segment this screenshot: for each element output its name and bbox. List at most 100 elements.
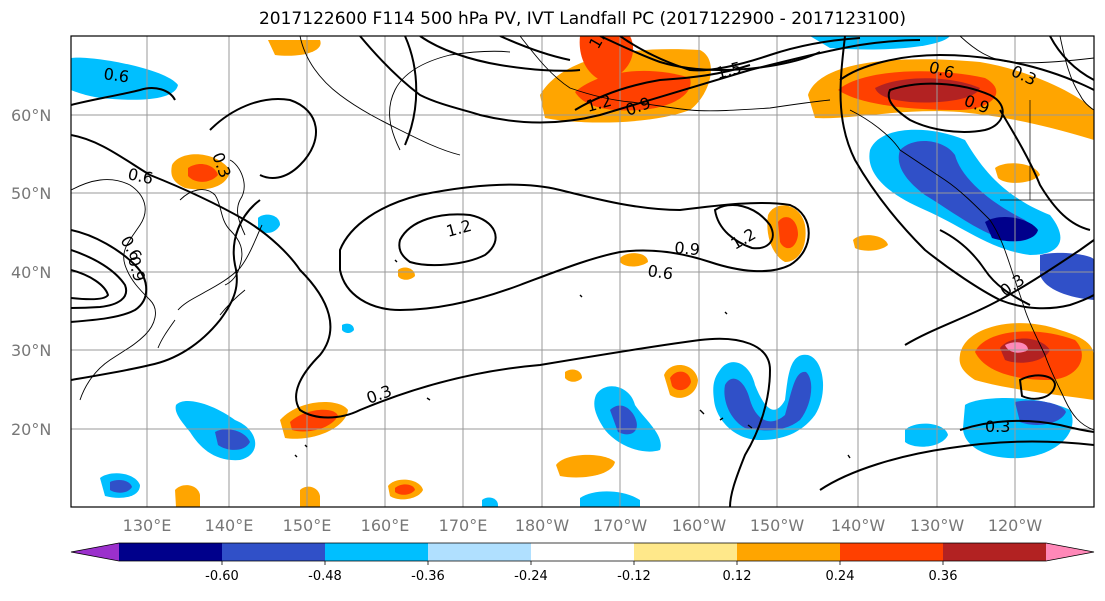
lat-label: 50°N	[11, 184, 51, 203]
shade-positive	[395, 484, 415, 495]
contour-line	[499, 36, 821, 72]
lat-label: 20°N	[11, 420, 51, 439]
colorbar-tick-label: -0.60	[205, 569, 239, 584]
shade-negative	[1040, 252, 1094, 300]
shade-positive	[565, 369, 582, 382]
colorbar-segment	[325, 543, 429, 561]
contour-line	[71, 199, 261, 381]
shade-negative	[71, 57, 178, 100]
contour-line	[398, 213, 497, 267]
lat-label: 60°N	[11, 106, 51, 125]
shade-negative	[1015, 400, 1066, 425]
contour-line	[339, 183, 810, 312]
contour-label: 0.9	[674, 238, 701, 259]
shade-negative	[898, 140, 1033, 242]
coastline-kamchatka	[519, 36, 831, 112]
lon-label: 160°E	[361, 516, 410, 535]
contour-line	[839, 36, 1094, 310]
shade-positive	[778, 217, 798, 249]
lat-label: 40°N	[11, 263, 51, 282]
colorbar-tick-label: -0.36	[411, 569, 445, 584]
shade-positive	[175, 485, 200, 507]
contour-line	[959, 419, 1094, 433]
islands	[294, 259, 851, 459]
shade-negative	[610, 405, 637, 435]
shade-positive	[398, 267, 415, 280]
colorbar-segment	[634, 543, 738, 561]
contours	[71, 36, 1094, 507]
contour-line	[71, 87, 176, 106]
shade-negative	[724, 371, 812, 431]
lon-label: 130°W	[910, 516, 965, 535]
lon-label: 170°E	[439, 516, 488, 535]
colorbar-segment	[943, 543, 1047, 561]
contour-line	[619, 36, 861, 72]
shade-negative	[482, 497, 498, 507]
coastline-asia	[71, 36, 511, 401]
longitude-labels: 130°E 140°E 150°E 160°E 170°E 180°W 170°…	[123, 516, 1043, 535]
colorbar-tick-label: -0.24	[514, 569, 548, 584]
contour-line	[887, 82, 1004, 133]
contour-line	[71, 269, 110, 301]
shade-positive	[995, 163, 1040, 183]
lon-label: 150°E	[283, 516, 332, 535]
lon-label: 150°W	[750, 516, 805, 535]
contour-line	[359, 36, 921, 124]
contour-line	[904, 239, 1094, 346]
colorbar-tick-label: 0.12	[723, 569, 752, 584]
graticule	[71, 36, 1094, 507]
shade-positive	[620, 253, 648, 267]
contour-line	[71, 249, 128, 309]
shade-negative	[342, 323, 354, 334]
colorbar-extension-min	[71, 543, 119, 561]
contour-line	[574, 64, 751, 111]
contour-line	[819, 440, 1094, 491]
lon-label: 170°W	[593, 516, 648, 535]
colorbar-segment	[737, 543, 841, 561]
shade-positive	[300, 486, 320, 507]
colorbar-segment	[840, 543, 944, 561]
contour-line	[713, 204, 774, 250]
contour-line	[71, 229, 148, 323]
shade-negative	[258, 214, 280, 233]
colorbar-segment	[222, 543, 326, 561]
colorbar-tick-label: -0.12	[617, 569, 651, 584]
border-us-canada	[1000, 100, 1094, 201]
contour-line	[839, 53, 1094, 91]
lon-label: 180°W	[515, 516, 570, 535]
contour-label: 0.6	[102, 64, 130, 86]
contour-line	[1018, 374, 1057, 400]
map-panel: 0.6 0.6 0.3 0.6 0.9 1.2 1.2 0.9 0.6 0.3 …	[71, 36, 1094, 507]
contour-line	[419, 36, 581, 72]
lon-label: 140°E	[205, 516, 254, 535]
map-title: 2017122600 F114 500 hPa PV, IVT Landfall…	[258, 9, 906, 29]
contour-line	[404, 36, 418, 146]
contour-label: 0.3	[985, 417, 1010, 436]
shade-negative	[580, 491, 640, 507]
shade-positive	[188, 164, 218, 182]
colorbar-segment	[119, 543, 223, 561]
lon-label: 160°W	[672, 516, 727, 535]
colorbar-tick-label: -0.48	[308, 569, 342, 584]
shade-positive	[670, 371, 691, 391]
contour-line	[999, 36, 1094, 231]
colorbar-segment	[428, 543, 532, 561]
contour-line	[209, 98, 317, 179]
shade-positive	[290, 409, 338, 432]
contour-line	[939, 229, 1031, 306]
colorbar-tick-label: 0.36	[929, 569, 958, 584]
shade-negative	[110, 479, 132, 493]
colorbar-outline	[70, 542, 1095, 562]
shade-negative	[215, 429, 250, 450]
colorbar-segment	[531, 543, 635, 561]
latitude-labels: 60°N 50°N 40°N 30°N 20°N	[11, 106, 51, 439]
colorbar-extension-max	[1046, 543, 1094, 561]
lon-label: 130°E	[123, 516, 172, 535]
contour-label: 0.6	[646, 261, 674, 283]
map-frame	[70, 35, 1095, 508]
colorbar-tick-label: 0.24	[826, 569, 855, 584]
lon-label: 140°W	[831, 516, 886, 535]
shade-positive	[556, 454, 615, 478]
contour-label: 0.6	[126, 164, 155, 188]
